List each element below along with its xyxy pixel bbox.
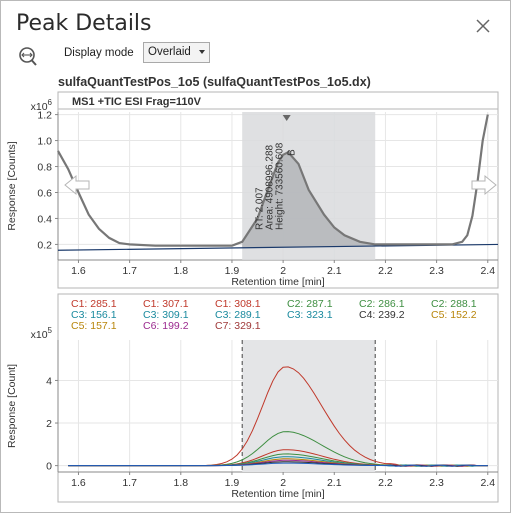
chevron-down-icon: [199, 50, 205, 54]
chart1-x-tick-label: 2.1: [327, 265, 342, 277]
chart2-x-tick-label: 2.1: [327, 477, 342, 489]
chart2-legend-item: C2: 287.1: [287, 298, 333, 310]
close-icon[interactable]: [474, 17, 492, 35]
chart2-y-tick-label: 0: [46, 461, 52, 473]
chart1-y-tick-label: 0.4: [37, 213, 52, 225]
chart1-y-tick-label: 1.2: [37, 110, 52, 122]
chart1-tic-trace: [57, 114, 489, 247]
chart2-x-tick-label: 1.7: [122, 477, 137, 489]
chart2-legend-item: C5: 157.1: [71, 320, 117, 332]
chart2-x-tick-label: 1.9: [225, 477, 240, 489]
chart1-header: MS1 +TIC ESI Frag=110V: [72, 96, 202, 108]
chart2-legend-item: C3: 156.1: [71, 309, 117, 321]
chart2-y-label: Response [Count]: [6, 364, 18, 448]
chart2-x-tick-label: 2.2: [378, 477, 393, 489]
display-mode-value: Overlaid: [148, 46, 191, 58]
chart1-y-tick-label: 1.0: [37, 136, 52, 148]
chart1-x-tick-label: 2.4: [480, 265, 495, 277]
chart1-annotation-3: B: [287, 149, 298, 156]
file-title: sulfaQuantTestPos_1o5 (sulfaQuantTestPos…: [58, 75, 371, 89]
chart1-peak-area: [242, 152, 376, 248]
chart2-legend-item: C1: 308.1: [215, 298, 261, 310]
chart2-legend-item: C4: 239.2: [359, 309, 405, 321]
chart2-series-8: [68, 462, 488, 467]
chart1-annotation-1: Area: 4908996.288: [265, 144, 276, 230]
chart1-x-tick-label: 1.8: [173, 265, 188, 277]
scroll-left-arrow-icon[interactable]: [64, 174, 90, 196]
chart2-y-tick-label: 4: [46, 375, 52, 387]
chart1-exponent: x106: [31, 98, 53, 113]
chart2-legend-item: C1: 307.1: [143, 298, 189, 310]
chart1-y-label: Response [Counts]: [6, 141, 18, 230]
chart2-x-label: Retention time [min]: [231, 488, 324, 500]
chart2-legend-item: C6: 199.2: [143, 320, 189, 332]
chart1-x-tick-label: 1.6: [71, 265, 86, 277]
chart1-annotation-0: RT: 2.007: [255, 187, 266, 230]
chart2-legend-item: C2: 286.1: [359, 298, 405, 310]
window-title: Peak Details: [16, 11, 152, 36]
chart1-y-tick-label: 0.8: [37, 162, 52, 174]
chart2-x-tick-label: 1.8: [173, 477, 188, 489]
chart1-x-tick-label: 1.9: [225, 265, 240, 277]
zoom-fit-icon[interactable]: [16, 45, 38, 67]
chart1-y-tick-label: 0.6: [37, 187, 52, 199]
chart2-legend-item: C3: 323.1: [287, 309, 333, 321]
chart2-x-tick-label: 2.4: [480, 477, 495, 489]
chart2-legend-item: C1: 285.1: [71, 298, 117, 310]
scroll-right-arrow-icon[interactable]: [471, 174, 497, 196]
chart2-legend-item: C3: 289.1: [215, 309, 261, 321]
display-mode-select[interactable]: Overlaid: [143, 42, 210, 63]
chart2-peak-region: [242, 340, 376, 472]
display-mode-label: Display mode: [64, 47, 134, 59]
chart2-legend-item: C2: 288.1: [431, 298, 477, 310]
chart2-legend-item: C5: 152.2: [431, 309, 477, 321]
chart2-x-tick-label: 2.3: [429, 477, 444, 489]
chart1-annotation-2: Height: 733560.608: [275, 142, 286, 230]
chart1-x-label: Retention time [min]: [231, 276, 324, 288]
chart2-exponent: x105: [31, 326, 53, 341]
chart2-legend-item: C7: 329.1: [215, 320, 261, 332]
chart1-x-tick-label: 2.2: [378, 265, 393, 277]
chart1-apex-marker: [282, 115, 291, 121]
chart1-x-tick-label: 1.7: [122, 265, 137, 277]
chart2-legend-item: C3: 309.1: [143, 309, 189, 321]
chart2-y-tick-label: 2: [46, 418, 52, 430]
eic-chart: C1: 285.1 C1: 307.1 C1: 308.1 C2: 287.1 C2: …: [6, 293, 499, 503]
chart1-x-tick-label: 2: [280, 265, 286, 277]
chart1-x-tick-label: 2.3: [429, 265, 444, 277]
chart1-y-tick-label: 0.2: [37, 239, 52, 251]
tic-chart: MS1 +TIC ESI Frag=110V 1.6 1.7 1.8 1.9 2 2.1 2…: [6, 91, 499, 289]
chart2-x-tick-label: 1.6: [71, 477, 86, 489]
chart2-x-tick-label: 2: [280, 477, 286, 489]
chart1-header-bg: [57, 91, 499, 110]
